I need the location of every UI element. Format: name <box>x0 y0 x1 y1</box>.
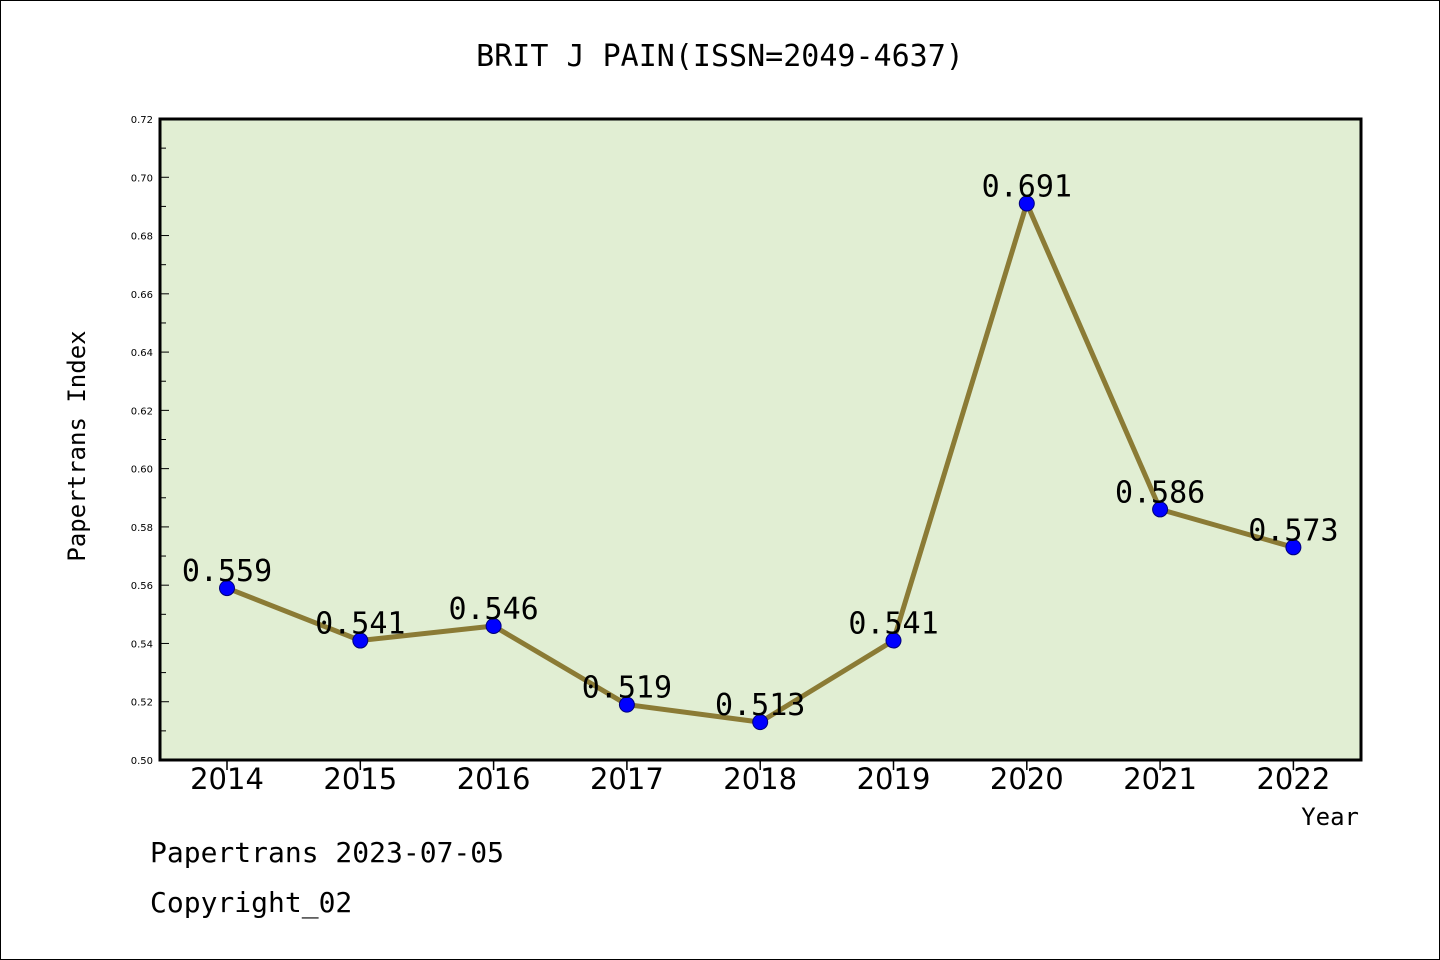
x-tick-label: 2022 <box>1256 762 1330 796</box>
data-label: 0.541 <box>848 607 938 642</box>
data-point-marker <box>1018 195 1035 212</box>
x-tick-label: 2021 <box>1123 762 1197 796</box>
y-tick-label: 0.72 <box>131 115 153 126</box>
data-label: 0.559 <box>182 554 272 589</box>
y-tick-label: 0.54 <box>131 639 153 650</box>
data-label: 0.513 <box>715 688 805 723</box>
data-point-marker <box>485 617 502 634</box>
x-tick-label: 2014 <box>190 762 264 796</box>
x-axis-label: Year <box>1301 803 1359 831</box>
x-tick-label: 2019 <box>857 762 931 796</box>
chart-title: BRIT J PAIN(ISSN=2049-4637) <box>476 39 964 74</box>
x-axis-ticks: 2014 2015 2016 2017 2018 2019 2020 2021 2022 <box>190 760 1330 796</box>
data-label: 0.573 <box>1248 513 1338 548</box>
y-tick-label: 0.68 <box>131 232 153 243</box>
data-point-marker <box>885 632 902 649</box>
y-axis-ticks: 0.50 0.52 0.54 0.56 0.58 0.60 0.62 0.64 0.66 0.68… <box>131 115 169 767</box>
data-point-marker <box>1285 539 1302 556</box>
y-axis-label: Papertrans Index <box>63 330 91 561</box>
data-label: 0.546 <box>448 592 538 627</box>
x-tick-label: 2017 <box>590 762 664 796</box>
y-tick-label: 0.50 <box>131 756 153 767</box>
y-tick-label: 0.52 <box>131 698 153 709</box>
footer-date-text: Papertrans 2023-07-05 <box>150 836 505 869</box>
data-labels-group: 0.559 0.541 0.546 0.519 0.513 0.541 0.691 0.586… <box>182 169 1339 723</box>
plot-area <box>158 117 1363 762</box>
y-tick-label: 0.64 <box>131 348 153 359</box>
data-label: 0.691 <box>982 169 1072 204</box>
data-point-marker <box>352 632 369 649</box>
x-tick-label: 2018 <box>723 762 797 796</box>
footer-copyright-text: Copyright_02 <box>150 886 353 919</box>
data-point-marker <box>219 580 235 597</box>
y-tick-label: 0.56 <box>131 581 153 592</box>
y-tick-label: 0.70 <box>131 173 153 184</box>
y-tick-label: 0.58 <box>131 523 153 534</box>
data-point-marker <box>1152 501 1169 518</box>
y-tick-label: 0.66 <box>131 290 153 301</box>
data-label: 0.519 <box>582 671 672 706</box>
y-tick-label: 0.60 <box>131 465 153 476</box>
y-tick-label: 0.62 <box>131 406 153 417</box>
x-tick-label: 2020 <box>990 762 1064 796</box>
data-points-group <box>219 195 1302 731</box>
data-label: 0.541 <box>315 607 405 642</box>
data-label: 0.586 <box>1115 475 1205 510</box>
x-tick-label: 2016 <box>457 762 531 796</box>
x-tick-label: 2015 <box>323 762 397 796</box>
data-point-marker <box>618 696 635 713</box>
data-point-marker <box>752 714 769 731</box>
